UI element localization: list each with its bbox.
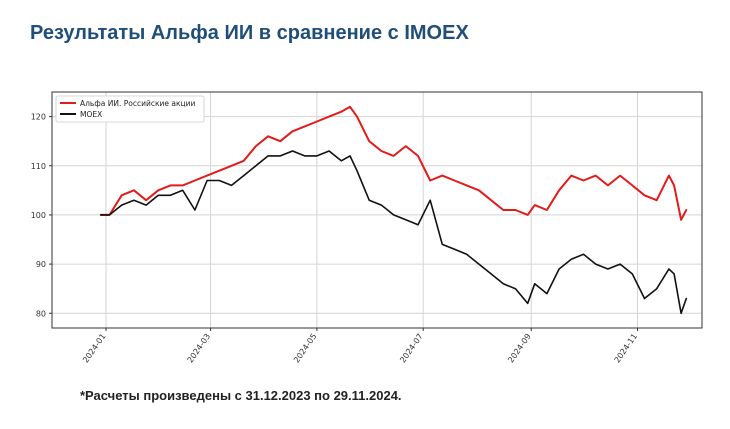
series-layer xyxy=(99,105,688,315)
y-tick-label: 120 xyxy=(31,113,46,122)
y-tick-label: 100 xyxy=(31,211,46,220)
line-chart: 80 90 100 110 120 2024-01 2024-03 2024-05 2024-0… xyxy=(31,91,703,365)
legend-label: MOEX xyxy=(80,110,102,119)
plot-area-frame xyxy=(51,91,703,329)
y-tick-label: 110 xyxy=(31,162,46,171)
y-tick-label: 80 xyxy=(36,309,46,318)
x-tick-label: 2024-05 xyxy=(292,332,319,365)
legend-label: Альфа ИИ. Российские акции xyxy=(80,99,195,108)
page-title: Результаты Альфа ИИ в сравнение с IMOEX xyxy=(30,22,469,44)
x-tick-label: 2024-11 xyxy=(613,332,640,365)
chart-container: 80 90 100 110 120 2024-01 2024-03 2024-05 2024-0… xyxy=(0,80,730,380)
legend-box xyxy=(55,95,205,123)
grid-lines xyxy=(52,92,702,328)
y-tick-label: 90 xyxy=(36,260,46,269)
series-line-alfa-ai xyxy=(99,105,688,221)
x-tick-label: 2024-09 xyxy=(506,332,533,365)
axis-ticks: 80 90 100 110 120 2024-01 2024-03 2024-05 2024-0… xyxy=(31,113,639,365)
chart-legend: Альфа ИИ. Российские акции MOEX xyxy=(55,95,205,123)
x-tick-label: 2024-01 xyxy=(81,332,108,365)
calculation-period-footnote: *Расчеты произведены с 31.12.2023 по 29.… xyxy=(80,388,402,403)
x-tick-label: 2024-03 xyxy=(186,332,213,365)
x-tick-label: 2024-07 xyxy=(398,332,425,365)
series-line-moex xyxy=(100,150,688,315)
